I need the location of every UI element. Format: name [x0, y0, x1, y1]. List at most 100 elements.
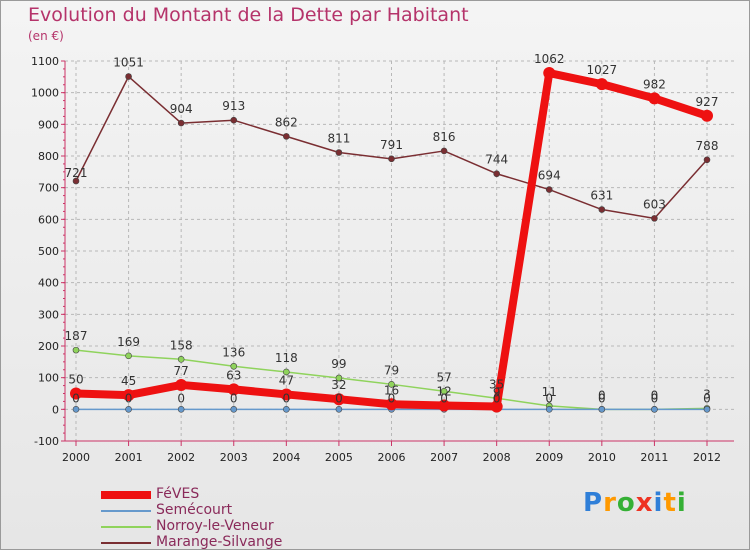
data-point	[703, 156, 711, 164]
y-tick-label: 200	[38, 340, 59, 353]
data-point	[703, 406, 711, 413]
data-label: 35	[489, 377, 504, 391]
data-label: 158	[170, 338, 193, 352]
x-tick-label: 2011	[640, 451, 668, 464]
data-point	[332, 393, 345, 406]
chart-title: Evolution du Montant de la Dette par Hab…	[28, 4, 469, 26]
y-tick-label: 700	[38, 182, 59, 195]
data-point	[335, 374, 343, 382]
data-point	[280, 388, 293, 401]
logo-letter: r	[603, 488, 617, 518]
data-label: 1062	[534, 52, 565, 66]
y-tick-label: 1100	[31, 55, 59, 68]
legend-label: Norroy-le-Veneur	[156, 518, 274, 534]
data-point	[388, 381, 395, 388]
data-point	[595, 78, 608, 91]
legend-swatch	[101, 542, 151, 544]
data-label: 721	[65, 166, 88, 180]
legend-label: Marange-Silvange	[156, 534, 283, 550]
data-label: 0	[598, 391, 606, 405]
data-label: 118	[275, 351, 298, 365]
data-point	[177, 355, 185, 363]
data-point	[283, 406, 290, 413]
legend-swatch	[101, 510, 151, 512]
data-point	[125, 73, 132, 80]
data-point	[651, 215, 658, 222]
data-label: 862	[275, 115, 298, 129]
data-point	[440, 387, 448, 395]
data-label: 791	[380, 138, 403, 152]
logo-letter: i	[653, 488, 664, 518]
data-point	[177, 406, 185, 413]
data-point	[125, 352, 132, 360]
data-label: 0	[598, 388, 606, 402]
logo-letter: P	[583, 488, 604, 518]
data-point	[283, 368, 290, 376]
data-point	[122, 389, 135, 402]
proxiti-logo: Proxiti	[583, 488, 687, 518]
data-point	[648, 92, 661, 105]
x-tick-label: 2000	[62, 451, 90, 464]
data-point	[543, 67, 556, 80]
y-tick-label: 0	[52, 403, 59, 416]
data-label: 1051	[113, 56, 144, 70]
data-point	[72, 406, 80, 413]
data-label: 603	[643, 197, 666, 211]
data-label: 788	[696, 139, 719, 153]
data-label: 811	[327, 132, 350, 146]
data-label: 0	[230, 391, 238, 405]
y-tick-label: 1000	[31, 87, 59, 100]
data-point	[335, 406, 343, 413]
data-label: 0	[703, 391, 711, 405]
data-label: 0	[545, 391, 553, 405]
data-point	[72, 346, 80, 354]
data-point	[125, 406, 132, 413]
data-point	[651, 406, 658, 413]
data-point	[230, 406, 238, 413]
data-label: 50	[68, 373, 83, 387]
data-label: 744	[485, 153, 508, 167]
x-tick-label: 2004	[272, 451, 300, 464]
x-tick-label: 2006	[378, 451, 406, 464]
y-tick-label: 400	[38, 277, 59, 290]
x-tick-label: 2008	[483, 451, 511, 464]
data-label: 0	[335, 391, 343, 405]
y-tick-label: 600	[38, 213, 59, 226]
data-point	[388, 155, 395, 163]
y-tick-label: 100	[38, 372, 59, 385]
x-tick-label: 2010	[588, 451, 616, 464]
data-point	[385, 398, 398, 411]
data-point	[438, 399, 451, 412]
data-label: 47	[279, 373, 294, 387]
data-point	[440, 147, 448, 155]
data-label: 11	[542, 385, 557, 399]
data-label: 12	[436, 385, 451, 399]
legend-swatch	[101, 526, 151, 528]
logo-letter: t	[663, 488, 677, 518]
x-tick-label: 2005	[325, 451, 353, 464]
y-tick-label: 800	[38, 150, 59, 163]
data-label: 0	[283, 391, 291, 405]
data-label: 32	[331, 378, 346, 392]
y-tick-label: 900	[38, 118, 59, 131]
data-point	[175, 378, 188, 391]
x-tick-label: 2001	[115, 451, 143, 464]
data-label: 982	[643, 77, 666, 91]
data-point	[598, 206, 606, 213]
data-point	[177, 119, 185, 127]
data-label: 0	[493, 391, 501, 405]
data-label: 631	[590, 189, 613, 203]
chart-unit-label: (en €)	[28, 29, 64, 43]
data-label: 57	[436, 370, 451, 384]
data-label: 0	[125, 391, 133, 405]
data-point	[283, 133, 290, 140]
data-point	[490, 400, 503, 413]
data-point	[493, 170, 500, 178]
data-label: 0	[72, 391, 80, 405]
x-tick-label: 2002	[167, 451, 195, 464]
logo-letter: i	[676, 488, 687, 518]
data-point	[227, 383, 240, 396]
data-label: 0	[388, 391, 396, 405]
